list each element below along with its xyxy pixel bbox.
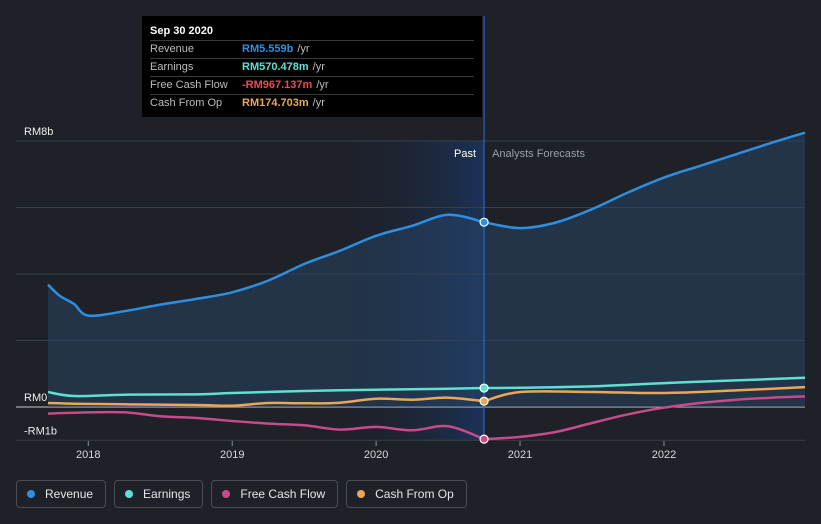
legend-label: Revenue [45, 487, 94, 501]
revenue-dot-icon [27, 490, 35, 498]
tooltip-unit: /yr [297, 43, 310, 55]
tooltip-value: RM570.478m [242, 61, 309, 73]
tooltip-row-earnings: Earnings RM570.478m /yr [150, 58, 474, 76]
revenue-line-forecast [483, 131, 806, 230]
tooltip-unit: /yr [312, 61, 325, 73]
forecast-label: Analysts Forecasts [492, 148, 585, 160]
tooltip-row-free-cash-flow: Free Cash Flow -RM967.137m /yr [150, 76, 474, 94]
revenue-area [48, 132, 805, 407]
tooltip-label: Cash From Op [150, 97, 223, 109]
cash-from-op-marker [479, 396, 489, 406]
x-tick-label: 2022 [652, 449, 676, 461]
cash-from-op-dot-icon [357, 490, 366, 498]
tooltip-unit: /yr [312, 97, 325, 109]
tooltip-row-cash-from-op: Cash From Op RM174.703m /yr [150, 94, 474, 112]
legend: Revenue Earnings Free Cash Flow Cash Fro… [16, 480, 467, 508]
free-cash-flow-marker [479, 434, 489, 444]
y-axis-labels: RM8b RM0 -RM1b [24, 126, 57, 437]
x-tick-label: 2018 [76, 449, 100, 461]
gridlines [16, 140, 805, 441]
tooltip-row-revenue: Revenue RM5.559b /yr [150, 40, 474, 58]
legend-label: Free Cash Flow [240, 487, 326, 501]
tooltip-label: Earnings [150, 61, 194, 73]
legend-label: Earnings [143, 487, 191, 501]
tooltip-value: RM174.703m [242, 97, 309, 109]
tooltip-value: -RM967.137m [242, 79, 313, 91]
free-cash-flow-line-forecast [484, 395, 806, 441]
x-tick-label: 2019 [220, 449, 244, 461]
x-axis-ticks: 2018 2019 2020 2021 2022 [76, 441, 676, 461]
revenue-marker [479, 217, 489, 227]
x-tick-label: 2020 [364, 449, 388, 461]
cash-from-op-line-forecast [483, 385, 806, 403]
y-axis-label: -RM1b [24, 425, 57, 437]
earnings-marker [479, 383, 489, 393]
cash-from-op-line-past [47, 396, 485, 408]
revenue-line-past [47, 213, 485, 318]
tooltip-label: Free Cash Flow [150, 79, 228, 91]
earnings-dot-icon [125, 490, 134, 498]
tooltip: Sep 30 2020 Revenue RM5.559b /yr Earning… [142, 16, 482, 117]
tooltip-label: Revenue [150, 43, 195, 55]
earnings-line-forecast [484, 376, 806, 390]
free-cash-flow-line-past [47, 410, 485, 441]
free-cash-flow-dot-icon [222, 490, 231, 498]
series-markers [479, 217, 489, 444]
legend-item-earnings[interactable]: Earnings [114, 480, 204, 508]
legend-label: Cash From Op [375, 487, 454, 501]
legend-item-free-cash-flow[interactable]: Free Cash Flow [211, 480, 339, 508]
tooltip-value: RM5.559b [242, 43, 294, 55]
y-axis-label: RM8b [24, 126, 53, 138]
x-tick-label: 2021 [508, 449, 532, 461]
past-label: Past [454, 148, 476, 160]
legend-item-cash-from-op[interactable]: Cash From Op [346, 480, 467, 508]
tooltip-unit: /yr [316, 79, 329, 91]
series-lines [47, 131, 806, 441]
tooltip-date: Sep 30 2020 [150, 25, 213, 37]
earnings-line-past [47, 386, 485, 398]
legend-item-revenue[interactable]: Revenue [16, 480, 107, 508]
series-areas [48, 132, 805, 407]
y-axis-label: RM0 [24, 392, 47, 404]
